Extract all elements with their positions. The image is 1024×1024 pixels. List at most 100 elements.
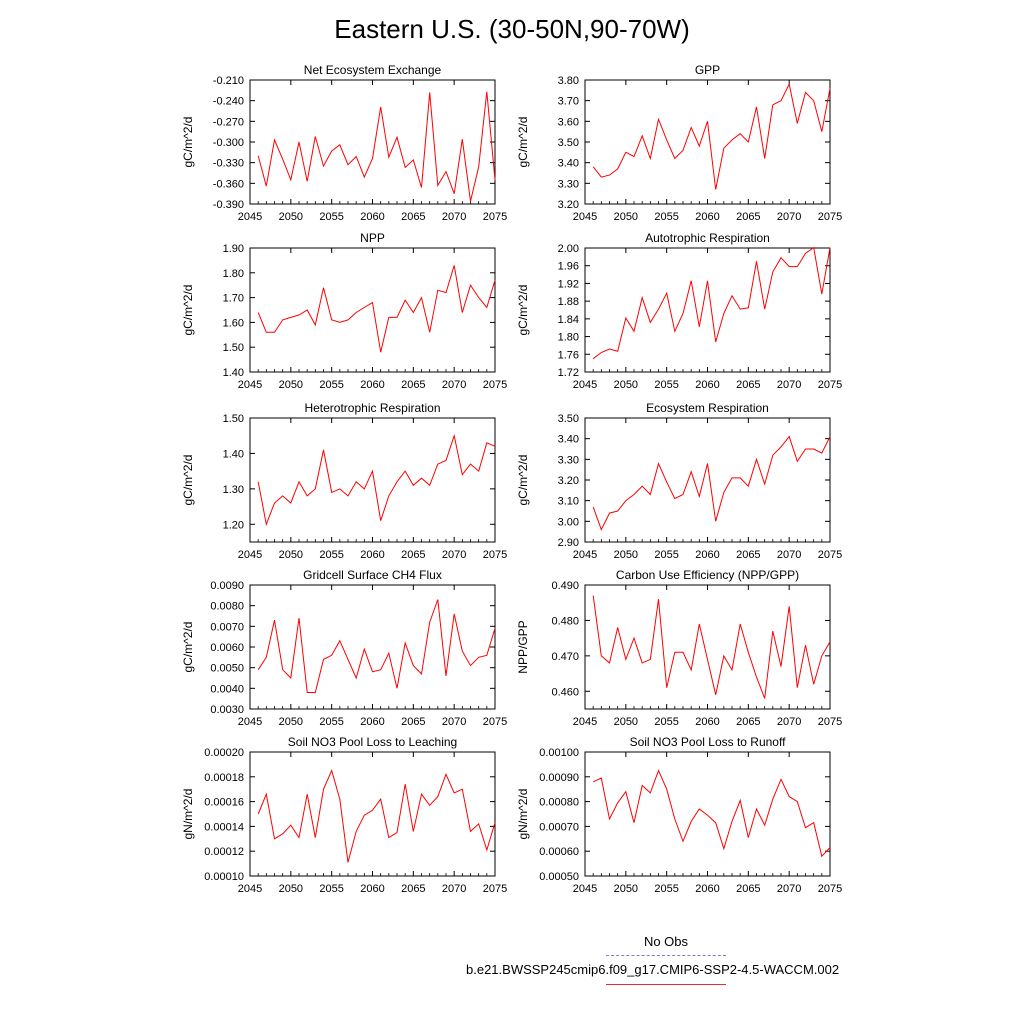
x-tick-label: 2045 (238, 379, 262, 391)
y-tick-label: 0.00050 (539, 871, 579, 883)
x-tick-label: 2070 (777, 211, 801, 223)
y-axis-label: gC/m^2/d (516, 117, 530, 168)
plot-frame (249, 584, 496, 710)
x-tick-label: 2070 (442, 549, 466, 561)
x-tick-label: 2075 (818, 211, 842, 223)
x-tick-label: 2075 (818, 883, 842, 895)
y-tick-label: -0.390 (213, 199, 244, 211)
x-tick-label: 2075 (818, 549, 842, 561)
y-tick-label: 1.30 (223, 484, 244, 496)
y-tick-label: 0.00016 (204, 797, 244, 809)
x-tick-label: 2060 (695, 211, 719, 223)
y-tick-label: 0.00014 (204, 821, 244, 833)
x-tick-label: 2060 (695, 883, 719, 895)
x-tick-label: 2075 (483, 549, 507, 561)
chart-panel-3: NPP 2045 2050 2055 2060 2065 2070 2075 1.90 1.80 1… (181, 231, 507, 391)
figure-title: Eastern U.S. (30-50N,90-70W) (334, 14, 690, 44)
x-tick-label: 2075 (818, 716, 842, 728)
y-tick-label: 0.00070 (539, 821, 579, 833)
y-tick-label: 3.70 (558, 96, 579, 108)
x-tick-label: 2045 (238, 211, 262, 223)
y-tick-label: 0.470 (551, 651, 579, 663)
panel-title: Soil NO3 Pool Loss to Leaching (288, 735, 457, 749)
y-tick-label: 0.00012 (204, 846, 244, 858)
x-tick-label: 2045 (573, 211, 597, 223)
x-tick-label: 2060 (360, 716, 384, 728)
y-tick-label: 0.00080 (539, 797, 579, 809)
y-tick-label: 0.490 (551, 580, 579, 592)
y-tick-label: 1.50 (223, 342, 244, 354)
y-tick-label: 0.460 (551, 686, 579, 698)
y-axis-label: gN/m^2/d (181, 789, 195, 840)
y-tick-label: 3.10 (558, 496, 579, 508)
chart-panel-6: Ecosystem Respiration 2045 2050 2055 2060 206… (516, 401, 842, 561)
y-tick-label: 1.70 (223, 293, 244, 305)
x-tick-label: 2055 (654, 211, 678, 223)
x-tick-label: 2045 (573, 716, 597, 728)
plot-frame (249, 751, 496, 877)
y-tick-label: -0.240 (213, 96, 244, 108)
x-tick-label: 2055 (319, 211, 343, 223)
chart-panel-8: Carbon Use Efficiency (NPP/GPP) 2045 2050 2… (516, 568, 842, 728)
y-tick-label: 3.30 (558, 178, 579, 190)
x-tick-label: 2055 (319, 716, 343, 728)
y-tick-label: 3.30 (558, 454, 579, 466)
y-axis-label: gC/m^2/d (181, 622, 195, 673)
x-tick-label: 2050 (614, 549, 638, 561)
y-tick-label: 0.00060 (539, 846, 579, 858)
series-line (257, 91, 496, 202)
chart-panel-7: Gridcell Surface CH4 Flux 2045 2050 2055 206… (181, 568, 507, 728)
x-tick-label: 2070 (442, 379, 466, 391)
chart-panel-2: GPP 2045 2050 2055 2060 2065 2070 2075 3.80 3.70 3… (516, 63, 842, 223)
panel-title: Ecosystem Respiration (646, 401, 769, 415)
x-tick-label: 2075 (483, 883, 507, 895)
panel-title: Gridcell Surface CH4 Flux (303, 568, 442, 582)
y-tick-label: 0.0090 (210, 580, 244, 592)
x-tick-label: 2050 (279, 211, 303, 223)
series-line (592, 435, 831, 531)
y-tick-label: 0.0080 (210, 601, 244, 613)
plot-frame (249, 79, 496, 205)
x-tick-label: 2055 (654, 379, 678, 391)
panel-title: Soil NO3 Pool Loss to Runoff (630, 735, 787, 749)
x-tick-label: 2065 (736, 716, 760, 728)
x-tick-label: 2055 (319, 883, 343, 895)
y-tick-label: 1.84 (558, 314, 579, 326)
y-tick-label: 0.0030 (210, 704, 244, 716)
x-tick-label: 2045 (238, 716, 262, 728)
x-tick-label: 2065 (401, 549, 425, 561)
y-tick-label: 0.0040 (210, 683, 244, 695)
y-axis-label: gC/m^2/d (181, 455, 195, 506)
x-tick-label: 2065 (401, 716, 425, 728)
x-tick-label: 2050 (614, 716, 638, 728)
y-tick-label: 2.90 (558, 537, 579, 549)
y-tick-label: 0.00010 (204, 871, 244, 883)
series-line (257, 433, 496, 527)
x-tick-label: 2070 (777, 549, 801, 561)
y-tick-label: 1.60 (223, 317, 244, 329)
x-tick-label: 2045 (238, 549, 262, 561)
legend-line-run (606, 984, 726, 985)
y-axis-label: gN/m^2/d (516, 789, 530, 840)
series-line (592, 595, 831, 699)
series-line (257, 599, 496, 693)
x-tick-label: 2055 (654, 883, 678, 895)
x-tick-label: 2070 (777, 716, 801, 728)
panel-title: Heterotrophic Respiration (304, 401, 440, 415)
y-tick-label: 1.76 (558, 349, 579, 361)
y-tick-label: 3.20 (558, 199, 579, 211)
plot-frame (584, 79, 831, 205)
y-tick-label: 1.80 (558, 332, 579, 344)
chart-panel-10: Soil NO3 Pool Loss to Runoff 2045 2050 2055… (516, 735, 842, 895)
y-tick-label: 0.0070 (210, 621, 244, 633)
x-tick-label: 2050 (279, 379, 303, 391)
x-tick-label: 2045 (238, 883, 262, 895)
y-axis-label: gC/m^2/d (181, 285, 195, 336)
y-tick-label: 3.00 (558, 516, 579, 528)
y-tick-label: 3.40 (558, 434, 579, 446)
y-tick-label: 1.80 (223, 268, 244, 280)
chart-panel-4: Autotrophic Respiration 2045 2050 2055 2060 2… (516, 231, 842, 391)
y-tick-label: 1.50 (223, 413, 244, 425)
x-tick-label: 2070 (442, 716, 466, 728)
x-tick-label: 2075 (483, 716, 507, 728)
